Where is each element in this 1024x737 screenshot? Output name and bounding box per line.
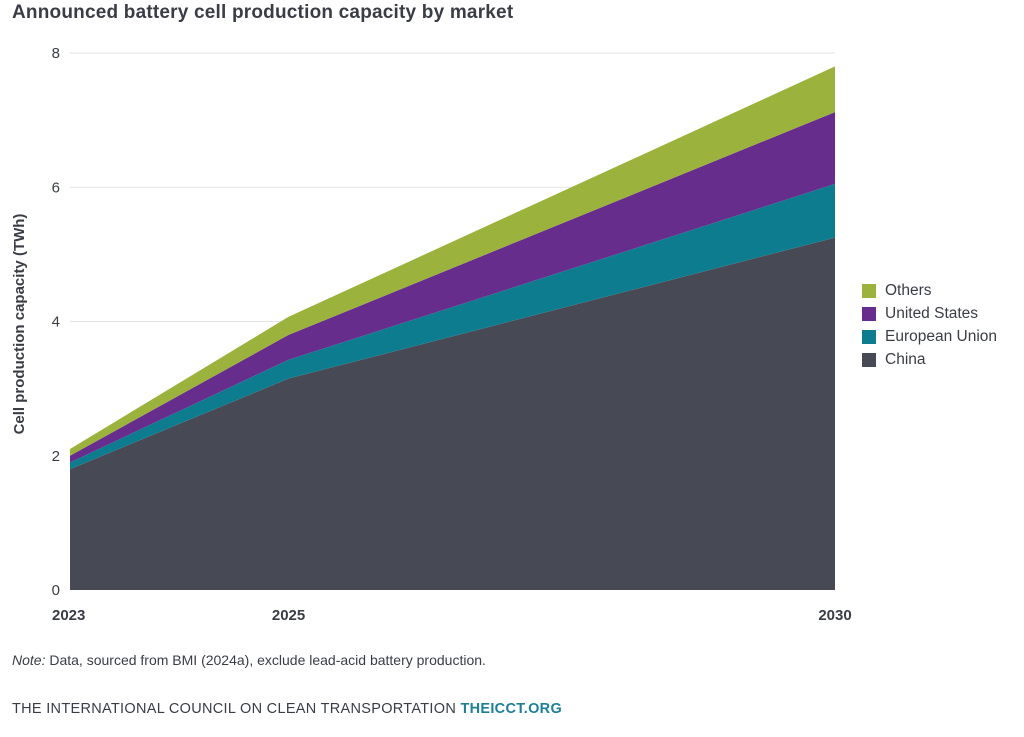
stacked-areas (70, 66, 835, 590)
x-tick-label: 2030 (818, 607, 851, 624)
area-united-states (70, 112, 835, 463)
y-tick-label: 4 (52, 314, 60, 331)
legend-swatch-european-union (862, 329, 876, 344)
chart-note: Note: Data, sourced from BMI (2024a), ex… (12, 652, 486, 668)
area-european-union (70, 183, 835, 470)
footer-org: THE INTERNATIONAL COUNCIL ON CLEAN TRANS… (12, 701, 461, 717)
legend-swatch-china (862, 352, 876, 367)
footer: THE INTERNATIONAL COUNCIL ON CLEAN TRANS… (12, 701, 562, 717)
x-tick-label: 2025 (272, 607, 305, 624)
y-axis-ticks: 0 2 4 6 8 (52, 45, 60, 599)
legend-swatch-others (862, 283, 876, 298)
area-china (70, 237, 835, 590)
legend-swatch-united-states (862, 306, 876, 321)
y-tick-label: 8 (52, 45, 60, 62)
y-tick-label: 2 (52, 448, 60, 465)
chart-area: 0 2 4 6 8 2023 2025 2030 Cell production capac… (11, 45, 852, 624)
area-others (70, 66, 835, 456)
chart-title: Announced battery cell production capaci… (12, 2, 514, 23)
legend-label: China (885, 350, 926, 368)
y-axis-label: Cell production capacity (TWh) (11, 214, 28, 435)
legend-label: European Union (885, 327, 998, 345)
legend-item-others: Others (862, 279, 997, 302)
legend-item-china: China (862, 348, 997, 371)
legend-label: United States (885, 304, 979, 322)
legend-item-european-union: European Union (862, 325, 997, 348)
y-tick-label: 6 (52, 179, 60, 196)
y-tick-label: 0 (52, 582, 60, 599)
note-text: Data, sourced from BMI (2024a), exclude … (45, 652, 486, 668)
legend: Others United States European Union Chin… (862, 279, 997, 371)
legend-item-united-states: United States (862, 302, 997, 325)
x-tick-label: 2023 (52, 607, 85, 624)
note-prefix: Note: (12, 652, 46, 668)
legend-label: Others (885, 281, 932, 299)
x-axis-ticks: 2023 2025 2030 (52, 607, 852, 624)
footer-site-link[interactable]: THEICCT.ORG (460, 701, 563, 717)
